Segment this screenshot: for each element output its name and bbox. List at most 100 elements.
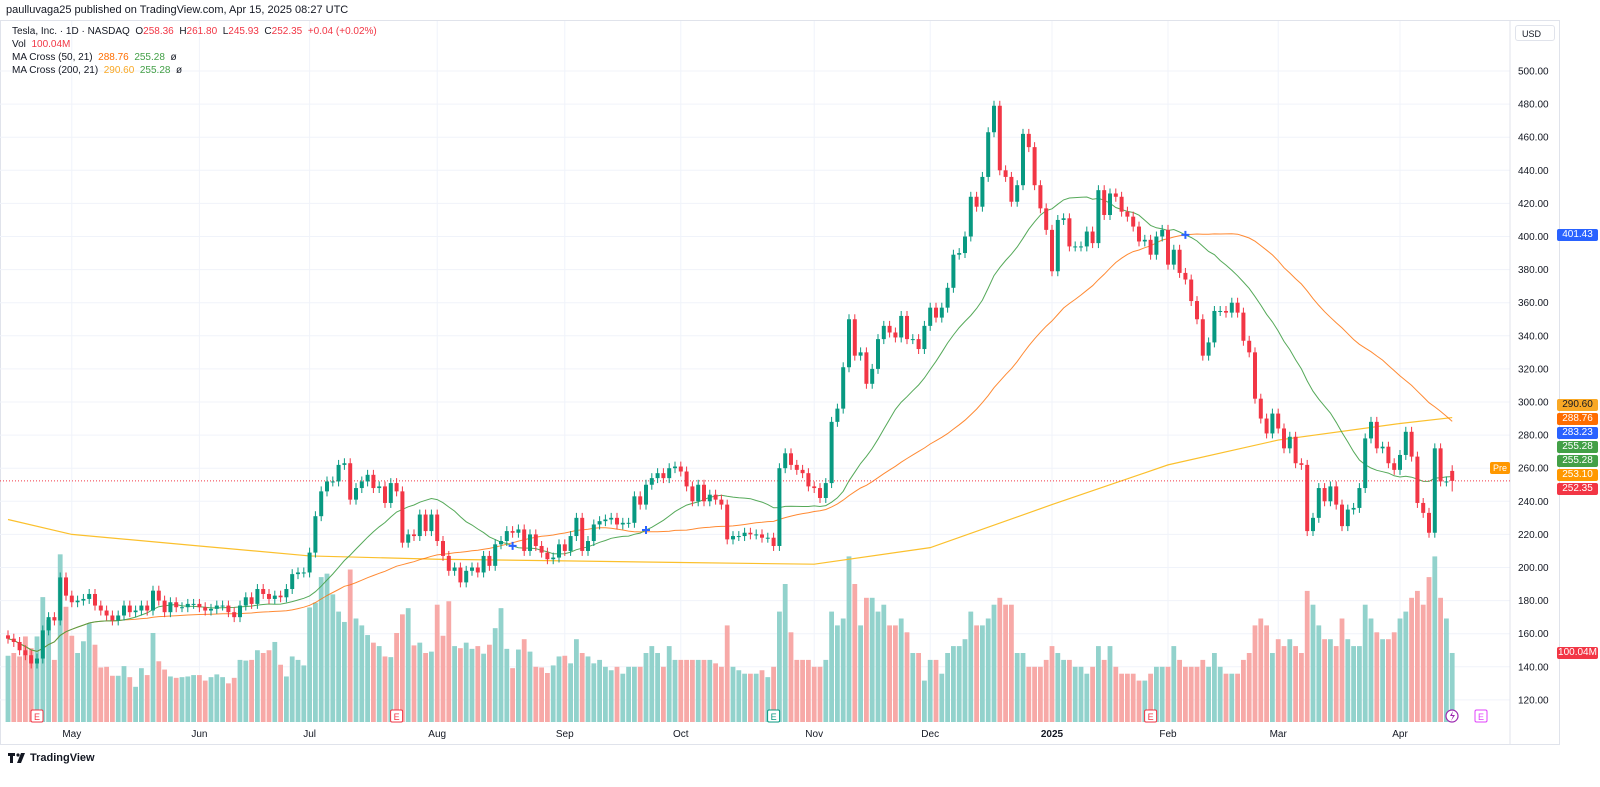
candle-body — [110, 615, 115, 621]
volume-bar — [237, 659, 243, 722]
volume-bar — [864, 597, 869, 722]
y-tick-label: 340.00 — [1518, 331, 1549, 342]
candle-body — [1270, 413, 1275, 434]
svg-text:E: E — [1148, 712, 1154, 722]
volume-bar — [1264, 625, 1269, 722]
volume-bar — [1188, 666, 1194, 722]
candle-body — [673, 466, 677, 469]
volume-bar — [1345, 639, 1351, 722]
volume-bar — [1084, 673, 1090, 722]
volume-bar — [835, 625, 840, 722]
tradingview-logo[interactable]: TradingView — [8, 752, 95, 764]
volume-bar — [898, 618, 904, 722]
candle-body — [1119, 196, 1124, 212]
volume-bar — [945, 653, 950, 722]
candle-body — [910, 339, 915, 341]
volume-bar — [1235, 673, 1240, 722]
x-tick-label: Jun — [191, 729, 207, 740]
volume-bar — [23, 636, 28, 722]
candle-body — [23, 650, 28, 656]
legend-volume-row[interactable]: Vol 100.04M — [12, 38, 377, 51]
candle-body — [1113, 193, 1118, 197]
candle-body — [1444, 481, 1449, 483]
candle-body — [881, 325, 886, 340]
candle-body — [928, 307, 933, 326]
candle-body — [858, 352, 863, 356]
earnings-marker[interactable]: E — [1144, 709, 1158, 723]
candle-body — [185, 603, 190, 608]
candle-body — [609, 517, 614, 520]
candle-body — [458, 567, 463, 583]
volume-bar — [214, 674, 220, 722]
candle-body — [487, 555, 492, 566]
candle-body — [1311, 517, 1315, 532]
legend-ma-cross-200-row[interactable]: MA Cross (200, 21) 290.60 255.28 ø — [12, 64, 377, 77]
volume-bar — [133, 686, 138, 722]
candle-body — [847, 319, 851, 368]
volume-bar — [1299, 653, 1304, 722]
candle-body — [1044, 208, 1049, 230]
volume-bar — [985, 618, 991, 722]
legend-ma-cross-50-row[interactable]: MA Cross (50, 21) 288.76 255.28 ø — [12, 51, 377, 64]
candle-body — [214, 605, 219, 609]
symbol-title[interactable]: Tesla, Inc. · 1D · NASDAQ — [12, 26, 130, 37]
candle-body — [702, 484, 706, 502]
candle-body — [551, 557, 556, 560]
candle-body — [1421, 502, 1426, 513]
volume-bar — [521, 639, 527, 722]
candle-body — [388, 483, 393, 503]
candle-body — [678, 466, 683, 472]
currency-button[interactable]: USD — [1515, 25, 1555, 41]
earnings-marker[interactable]: E — [767, 709, 781, 723]
earnings-marker[interactable]: E — [390, 709, 404, 723]
volume-bar — [371, 642, 376, 722]
x-tick-label: Feb — [1159, 729, 1177, 740]
candle-body — [1369, 421, 1373, 439]
candle-body — [1334, 486, 1339, 505]
candle-body — [104, 610, 109, 616]
volume-bar — [951, 646, 956, 722]
candle-body — [371, 474, 376, 489]
volume-bar — [858, 625, 863, 722]
volume-bar — [469, 648, 475, 722]
volume-bar — [742, 673, 747, 722]
candle-body — [1287, 436, 1292, 449]
candle-body — [1229, 302, 1234, 313]
chart-pane[interactable] — [0, 20, 1560, 745]
volume-bar — [869, 597, 875, 722]
volume-bar — [707, 659, 713, 722]
volume-bar — [1368, 618, 1374, 722]
volume-bar — [191, 675, 196, 722]
candle-body — [1079, 246, 1083, 248]
candle-body — [168, 602, 173, 613]
volume-bar — [591, 663, 597, 722]
earnings-marker[interactable]: E — [30, 709, 44, 723]
candle-body — [429, 514, 434, 532]
volume-bar — [840, 618, 846, 722]
axis-price-tag: 100.04M — [1557, 647, 1598, 659]
volume-bar — [301, 665, 307, 722]
volume-bar — [347, 569, 353, 722]
candle-body — [127, 605, 132, 613]
volume-bar — [388, 657, 394, 722]
volume-bar — [504, 648, 510, 722]
volume-bar — [562, 655, 568, 722]
volume-bar — [690, 659, 695, 722]
volume-bar — [1212, 653, 1217, 722]
candle-body — [441, 541, 445, 556]
volume-bar — [916, 653, 921, 722]
y-tick-label: 460.00 — [1518, 133, 1549, 144]
candle-body — [574, 517, 579, 537]
candle-body — [771, 537, 776, 546]
candle-body — [1137, 226, 1141, 242]
candle-body — [1131, 216, 1136, 227]
earnings-marker[interactable]: E — [1474, 709, 1488, 723]
y-tick-label: 360.00 — [1518, 298, 1549, 309]
y-tick-label: 160.00 — [1518, 629, 1549, 640]
candle-body — [1032, 147, 1037, 186]
volume-bar — [417, 642, 423, 722]
volume-bar — [556, 656, 562, 722]
candle-body — [203, 607, 208, 611]
candle-body — [93, 593, 97, 606]
